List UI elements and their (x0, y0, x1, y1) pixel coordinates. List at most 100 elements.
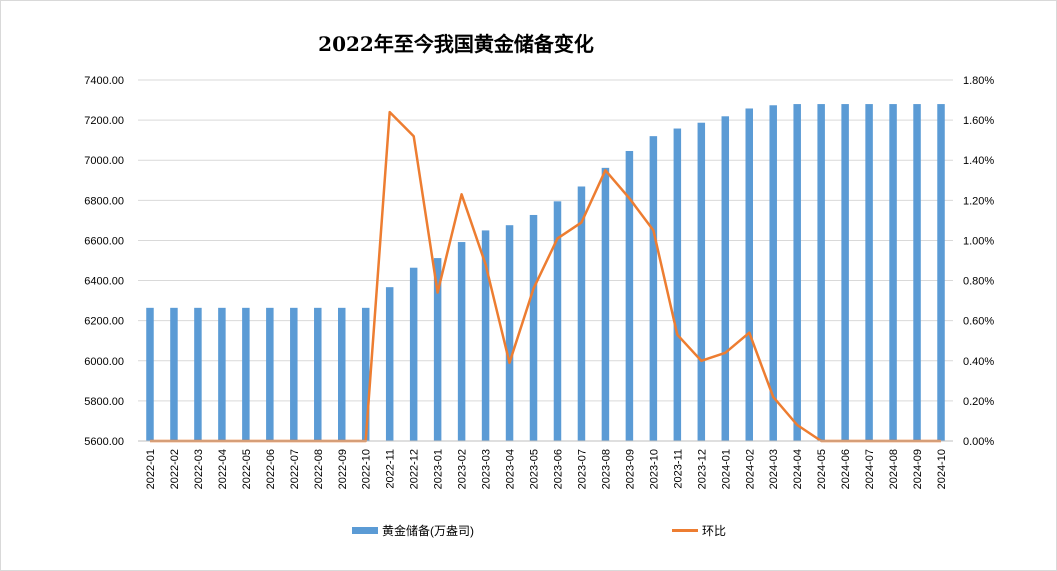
y-left-tick-label: 7000.00 (84, 155, 124, 167)
y-left-tick-label: 5600.00 (84, 436, 124, 448)
bar (170, 307, 178, 441)
bar (601, 167, 610, 442)
y-left-tick-label: 6600.00 (84, 235, 124, 247)
x-tick-label: 2023-01 (433, 449, 445, 489)
y-left-tick-label: 7200.00 (84, 115, 124, 127)
bar (338, 307, 346, 441)
y-right-tick-label: 1.20% (963, 195, 994, 207)
bar (841, 104, 849, 442)
combo-chart: 5600.00 5800.00 6000.00 6200.00 6400.00 6600.… (84, 75, 994, 489)
bar (194, 307, 202, 441)
bar (793, 104, 801, 442)
x-tick-label: 2024-10 (936, 449, 948, 489)
bar (529, 214, 538, 441)
bar (505, 225, 514, 441)
bar (218, 307, 226, 441)
x-tick-label: 2022-04 (217, 449, 229, 489)
x-tick-label: 2023-06 (552, 449, 564, 489)
bar (913, 104, 921, 442)
bar (266, 307, 274, 441)
x-tick-label: 2024-04 (792, 449, 804, 489)
y-right-tick-label: 0.00% (963, 436, 994, 448)
bar (481, 230, 490, 441)
x-tick-label: 2023-02 (457, 449, 469, 489)
x-tick-label: 2023-08 (600, 449, 612, 489)
y-left-tick-label: 6200.00 (84, 316, 124, 328)
x-tick-label: 2023-04 (505, 449, 517, 489)
x-tick-label: 2022-10 (361, 449, 373, 489)
legend-item-gold-reserve: 黄金储备(万盎司) (352, 522, 474, 539)
y-right-tick-label: 0.80% (963, 276, 994, 288)
x-tick-label: 2022-06 (265, 449, 277, 489)
y-right-tick-label: 1.40% (963, 155, 994, 167)
bar (697, 122, 706, 442)
bar (146, 307, 154, 441)
x-tick-label: 2022-12 (409, 449, 421, 489)
gridlines (138, 79, 953, 402)
bar (457, 242, 466, 441)
bar (721, 116, 730, 442)
legend-label-gold-reserve: 黄金储备(万盎司) (382, 524, 474, 538)
x-tick-label: 2022-08 (313, 449, 325, 489)
bar (577, 186, 586, 441)
y-right-tick-label: 1.80% (963, 75, 994, 87)
bar-series (146, 104, 945, 442)
bar (361, 307, 370, 441)
x-tick-label: 2024-06 (840, 449, 852, 489)
x-tick-label: 2022-11 (385, 449, 397, 489)
x-tick-label: 2022-05 (241, 449, 253, 489)
x-tick-label: 2022-09 (337, 449, 349, 489)
legend-label-mom: 环比 (702, 524, 727, 538)
bar (290, 307, 298, 441)
y-right-tick-label: 0.20% (963, 396, 994, 408)
bar (553, 201, 562, 441)
bar (745, 108, 753, 442)
x-tick-label: 2024-02 (744, 449, 756, 489)
x-tick-label: 2023-05 (529, 449, 541, 489)
y-left-tick-label: 6800.00 (84, 195, 124, 207)
bar (314, 307, 322, 441)
x-tick-label: 2023-12 (696, 449, 708, 489)
legend-item-mom: 环比 (672, 522, 726, 539)
x-tick-label: 2024-05 (816, 449, 828, 489)
bar (409, 267, 418, 441)
bar (673, 128, 682, 442)
legend-swatch-bar (352, 527, 378, 534)
x-tick-label: 2024-03 (768, 449, 780, 489)
bar (433, 258, 442, 441)
y-left-tick-label: 5800.00 (84, 396, 124, 408)
y-right-tick-label: 1.60% (963, 115, 994, 127)
x-tick-label: 2024-01 (720, 449, 732, 489)
legend: 黄金储备(万盎司) 环比 (0, 522, 1057, 542)
y-left-tick-label: 6000.00 (84, 356, 124, 368)
x-tick-label: 2023-07 (576, 449, 588, 489)
x-tick-label: 2023-03 (481, 449, 493, 489)
x-tick-label: 2022-01 (145, 449, 157, 489)
x-tick-label: 2022-02 (169, 449, 181, 489)
x-tick-label: 2024-08 (888, 449, 900, 489)
bar (625, 150, 634, 441)
bar (385, 287, 394, 441)
legend-swatch-line (672, 529, 698, 532)
bar (242, 307, 250, 441)
x-tick-label: 2023-09 (624, 449, 636, 489)
bar (817, 104, 825, 442)
x-tick-label: 2024-09 (912, 449, 924, 489)
bar (865, 104, 873, 442)
bar (889, 104, 897, 442)
x-tick-label: 2023-10 (648, 449, 660, 489)
y-right-tick-label: 1.00% (963, 235, 994, 247)
x-tick-label: 2022-03 (193, 449, 205, 489)
chart-title: 2022年至今我国黄金储备变化 (318, 32, 594, 56)
x-tick-label: 2023-11 (672, 449, 684, 489)
x-tick-label: 2022-07 (289, 449, 301, 489)
y-left-tick-label: 6400.00 (84, 276, 124, 288)
bar (937, 104, 945, 442)
axes: 5600.00 5800.00 6000.00 6200.00 6400.00 6600.… (84, 75, 994, 489)
y-left-tick-label: 7400.00 (84, 75, 124, 87)
bar (649, 136, 658, 441)
y-right-tick-label: 0.60% (963, 316, 994, 328)
x-tick-label: 2024-07 (864, 449, 876, 489)
bar (769, 105, 777, 442)
